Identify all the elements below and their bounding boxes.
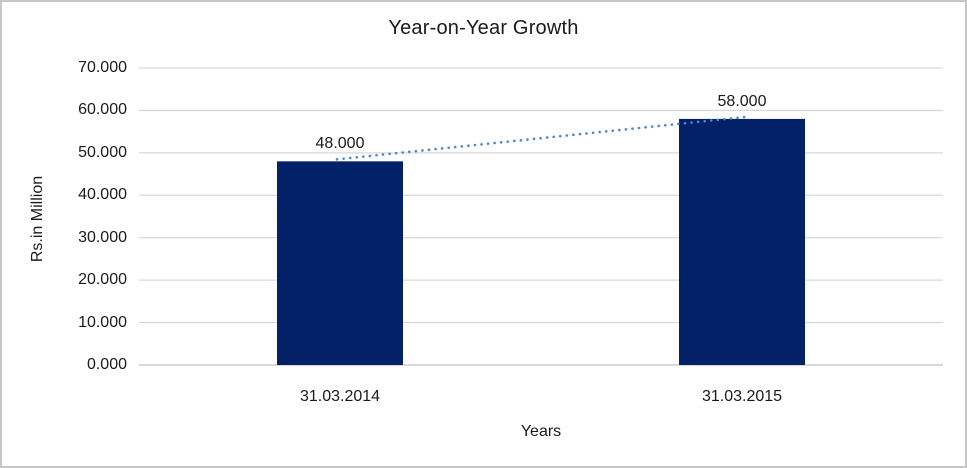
y-tick-label: 50.000 bbox=[78, 143, 127, 161]
chart-title: Year-on-Year Growth bbox=[388, 17, 579, 39]
bar bbox=[679, 118, 805, 366]
y-tick-label: 10.000 bbox=[78, 313, 127, 331]
y-tick-label: 70.000 bbox=[78, 59, 127, 76]
bar-data-label: 48.000 bbox=[315, 135, 365, 153]
y-tick-label: 0.000 bbox=[86, 356, 127, 373]
y-tick-label: 60.000 bbox=[78, 101, 127, 119]
y-tick-label: 40.000 bbox=[78, 186, 127, 204]
x-category-label: 31.03.2014 bbox=[299, 388, 381, 405]
bar bbox=[277, 161, 403, 365]
y-tick-label: 20.000 bbox=[78, 271, 127, 289]
x-axis-title: Years bbox=[520, 423, 562, 440]
trendline bbox=[335, 115, 748, 161]
y-tick-label: 30.000 bbox=[78, 228, 127, 246]
x-category-label: 31.03.2015 bbox=[701, 388, 783, 405]
bar-data-label: 58.000 bbox=[717, 92, 767, 110]
